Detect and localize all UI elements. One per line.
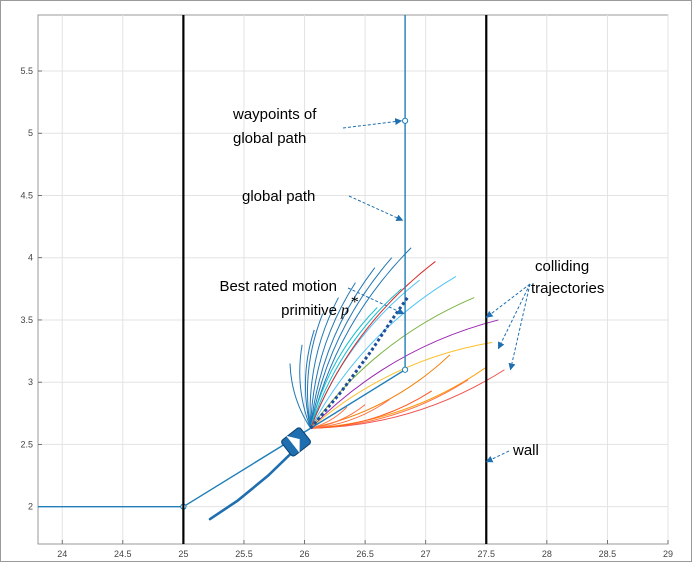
motion-primitive [310, 261, 436, 429]
x-tick-label: 24.5 [114, 549, 132, 559]
x-tick-label: 24 [57, 549, 67, 559]
waypoint-marker [401, 117, 409, 124]
y-tick-label: 4 [28, 253, 33, 263]
motion-primitive [310, 257, 393, 429]
annotation-arrow [485, 450, 510, 463]
annotation-wall: wall [512, 442, 539, 459]
annotation-arrow [347, 287, 405, 315]
x-tick-label: 25.5 [235, 549, 253, 559]
robot-marker [281, 427, 311, 457]
annotation-colliding: colliding trajectories [531, 258, 604, 297]
annotation-symbol: p [340, 302, 349, 319]
annotation-line: colliding [535, 258, 589, 275]
motion-primitive [310, 319, 499, 429]
x-tick-label: 26 [300, 549, 310, 559]
motion-primitive [310, 406, 348, 429]
motion-primitive [307, 313, 324, 429]
motion-primitive [299, 344, 312, 429]
robot-heading-icon [286, 436, 300, 453]
annotation-global-path: global path [242, 188, 315, 205]
robot-trajectory-line [208, 453, 292, 521]
motion-primitive [289, 363, 312, 429]
y-tick-label: 3 [28, 377, 33, 387]
x-tick-label: 29 [663, 549, 673, 559]
annotation-line: primitive [281, 302, 337, 319]
global-path-line [38, 15, 406, 508]
annotation-arrow [497, 283, 531, 350]
motion-primitive [310, 267, 376, 429]
motion-primitive [310, 390, 433, 429]
motion-primitive [310, 404, 366, 429]
annotation-line: waypoints of [232, 106, 317, 123]
x-tick-label: 26.5 [356, 549, 374, 559]
annotations: waypoints of global path global path Best r… [219, 106, 604, 463]
plot-area [37, 14, 669, 545]
annotation-symbol-sup: * [350, 294, 358, 311]
annotation-waypoints: waypoints of global path [232, 106, 317, 147]
motion-primitive [310, 288, 402, 429]
motion-primitive [310, 282, 356, 429]
y-tick-label: 5 [28, 128, 33, 138]
annotation-arrow [485, 283, 531, 318]
y-tick-label: 2 [28, 502, 33, 512]
annotation-line: Best rated motion [219, 278, 337, 295]
x-tick-label: 27 [421, 549, 431, 559]
axis-ticks: 24 24.5 25 25.5 26 26.5 27 27.5 28 28.5 29 2 2.5 3 3.5… [20, 66, 673, 559]
motion-primitive [310, 366, 487, 429]
motion-primitive [309, 297, 339, 429]
motion-primitive [310, 297, 475, 429]
motion-primitive [304, 329, 315, 429]
motion-primitive [310, 341, 493, 429]
motion-primitive [310, 307, 378, 429]
y-tick-label: 3.5 [20, 315, 33, 325]
motion-primitive [310, 354, 451, 429]
annotation-best-primitive: Best rated motion primitive [219, 278, 337, 319]
annotation-line: global path [233, 130, 306, 147]
x-tick-label: 27.5 [478, 549, 496, 559]
grid [38, 15, 669, 544]
y-tick-label: 5.5 [20, 66, 33, 76]
annotation-line: global path [242, 188, 315, 205]
y-tick-label: 4.5 [20, 190, 33, 200]
x-tick-label: 28 [542, 549, 552, 559]
motion-primitive [310, 275, 457, 429]
y-tick-label: 2.5 [20, 439, 33, 449]
annotation-line: trajectories [531, 280, 604, 297]
annotation-line: wall [512, 442, 539, 459]
motion-primitive [310, 399, 390, 429]
x-tick-label: 28.5 [599, 549, 617, 559]
x-tick-label: 25 [178, 549, 188, 559]
waypoint-marker [401, 366, 409, 373]
